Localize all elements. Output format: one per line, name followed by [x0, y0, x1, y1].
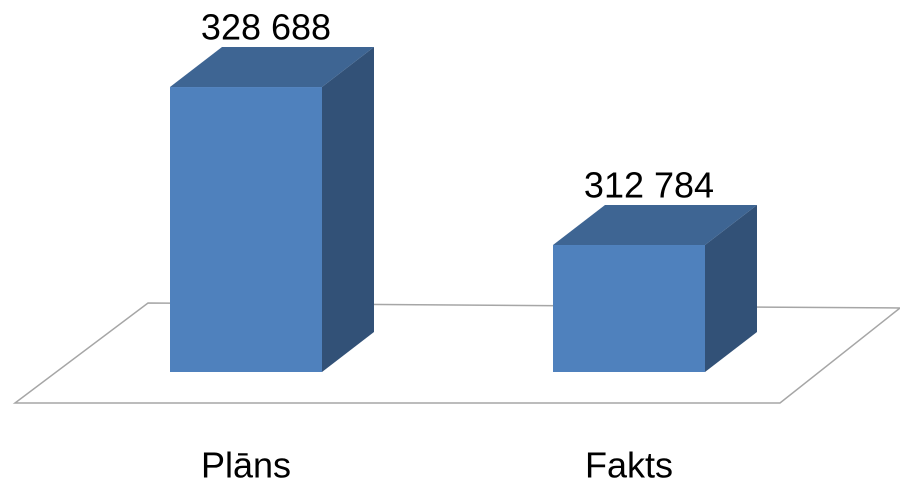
x-tick-label: Plāns [201, 445, 291, 483]
bar-side [705, 205, 757, 372]
bar [170, 87, 322, 372]
value-label: 328 688 [201, 7, 331, 48]
bar-top [170, 47, 374, 88]
bar [553, 245, 705, 372]
bar-side [322, 47, 374, 372]
x-tick-label: Fakts [585, 445, 673, 483]
bar-top [553, 205, 757, 246]
value-label: 312 784 [584, 165, 714, 206]
floor [12, 302, 900, 404]
